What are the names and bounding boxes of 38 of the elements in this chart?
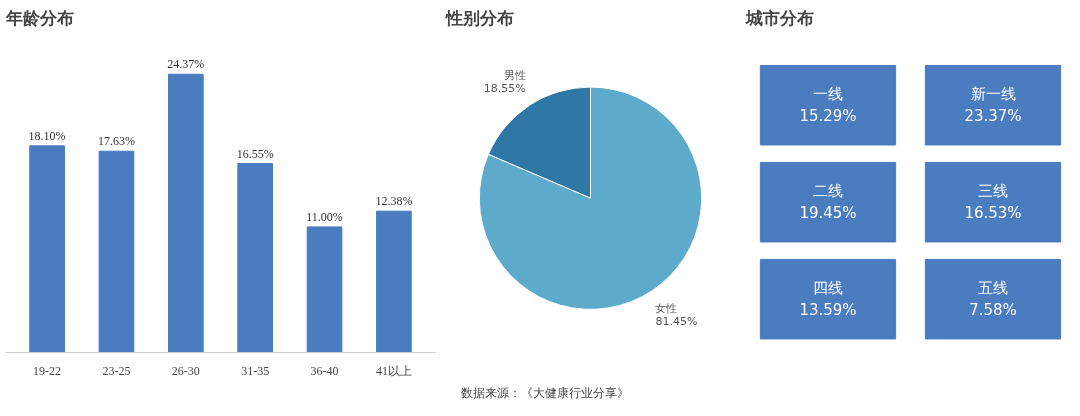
- bar: [376, 210, 412, 353]
- data-label: 7.58%: [969, 301, 1017, 320]
- category-label: 五线: [978, 279, 1008, 298]
- chart-title: 年龄分布: [4, 7, 74, 28]
- category-label: 四线: [813, 279, 843, 298]
- category-label: 二线: [813, 182, 843, 201]
- category-label: 一线: [813, 85, 843, 104]
- data-label: 81.45%: [655, 314, 698, 328]
- data-label: 23.37%: [964, 107, 1022, 126]
- data-label: 13.59%: [799, 301, 857, 320]
- data-label: 17.63%: [97, 134, 135, 149]
- data-label: 18.55%: [483, 81, 526, 95]
- data-label: 11.00%: [306, 209, 343, 224]
- x-tick-label: 41以上: [375, 363, 412, 378]
- bar: [98, 150, 135, 353]
- x-tick-label: 19-22: [33, 363, 62, 378]
- chart-title: 性别分布: [444, 7, 514, 28]
- data-label: 19.45%: [799, 204, 857, 223]
- x-tick-label: 36-40: [310, 363, 339, 378]
- bar: [167, 73, 204, 353]
- data-label: 24.37%: [167, 57, 205, 72]
- x-tick-label: 23-25: [102, 363, 131, 378]
- text: 城市分布: [744, 7, 814, 28]
- category-label: 三线: [978, 182, 1008, 201]
- data-label: 16.55%: [236, 146, 274, 161]
- data-label: 12.38%: [375, 194, 413, 209]
- slice-label: 男性: [503, 68, 526, 82]
- x-tick-label: 31-35: [241, 363, 270, 378]
- bar: [29, 145, 65, 353]
- category-label: 新一线: [970, 85, 1016, 104]
- slice-label: 女性: [655, 301, 678, 315]
- bar: [237, 163, 274, 353]
- data-label: 16.53%: [964, 204, 1022, 223]
- bar: [306, 226, 343, 353]
- x-tick-label: 26-30: [171, 363, 200, 378]
- source-note: 数据来源：《大健康行业分享》: [461, 385, 629, 402]
- data-label: 15.29%: [799, 107, 857, 126]
- data-label: 18.10%: [28, 128, 66, 143]
